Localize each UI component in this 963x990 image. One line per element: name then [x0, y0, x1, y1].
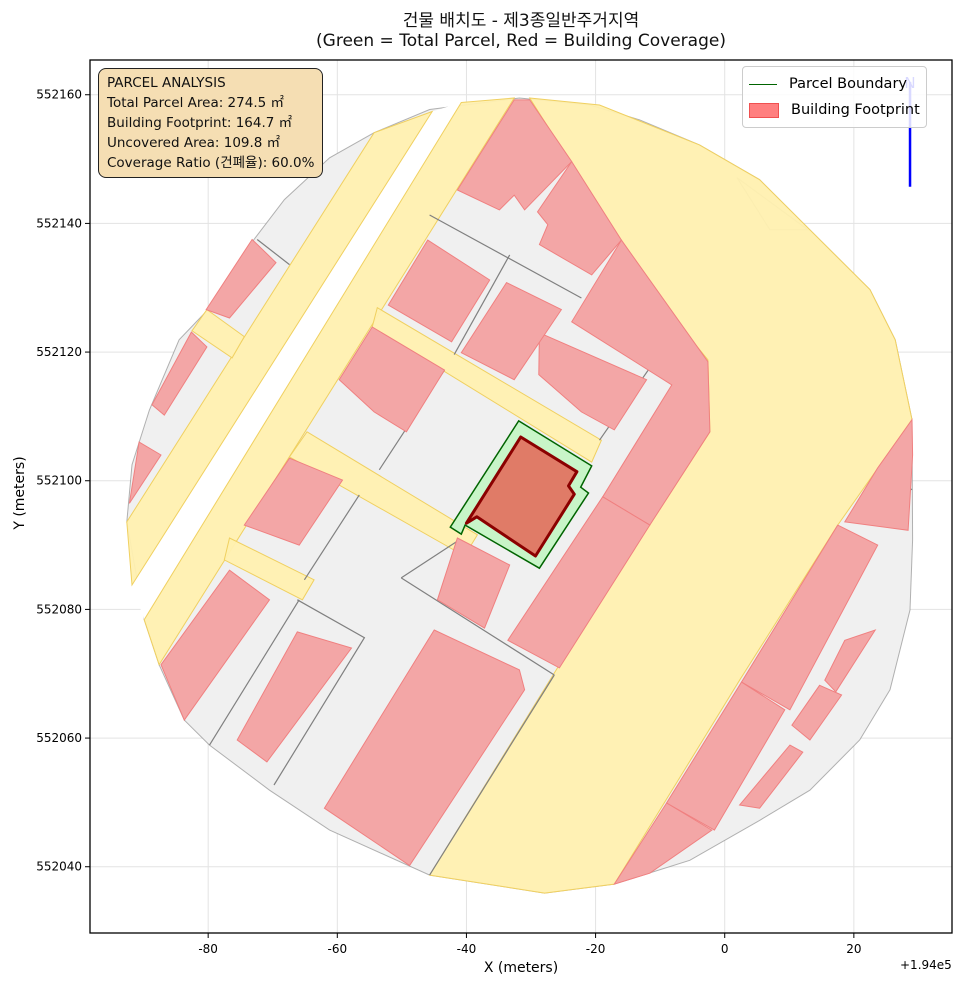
- building-footprint: [738, 744, 804, 809]
- building-footprint: [243, 457, 344, 546]
- legend-label: Building Footprint: [791, 102, 920, 118]
- parcel-analysis-box: PARCEL ANALYSIS Total Parcel Area: 274.5…: [98, 68, 324, 178]
- building-footprint: [460, 281, 563, 381]
- legend-label: Parcel Boundary: [789, 76, 907, 92]
- building-footprint: [338, 326, 446, 433]
- road-polygon: [223, 537, 315, 601]
- lot-boundary-line: [208, 599, 300, 746]
- x-tick-label: -20: [586, 942, 606, 956]
- y-tick-label: 552060: [36, 731, 82, 745]
- info-coverage-ratio: Coverage Ratio (건폐율): 60.0%: [107, 155, 315, 171]
- lot-boundary-line: [400, 539, 460, 579]
- info-uncovered-area: Uncovered Area: 109.8 ㎡: [107, 135, 281, 151]
- road-polygon: [371, 306, 603, 463]
- y-tick-label: 552040: [36, 860, 82, 874]
- building-footprint: [205, 238, 277, 319]
- y-tick-label: 552160: [36, 88, 82, 102]
- y-axis-label: Y (meters): [12, 456, 28, 530]
- road-gap: [132, 102, 462, 620]
- legend-patch-swatch: [749, 102, 779, 118]
- x-tick-label: -60: [327, 942, 347, 956]
- building-footprint: [665, 681, 786, 831]
- x-axis-offset: +1.94e5: [900, 958, 952, 972]
- y-tick-label: 552080: [36, 602, 82, 616]
- lot-boundary-line: [400, 577, 555, 676]
- x-tick-label: -40: [457, 942, 477, 956]
- info-heading: PARCEL ANALYSIS: [107, 75, 226, 91]
- lot-boundary-line: [256, 239, 290, 266]
- building-footprint: [843, 418, 914, 531]
- x-axis-label: X (meters): [483, 960, 559, 976]
- legend-line-swatch: [749, 83, 777, 85]
- chart-title: 건물 배치도 - 제3종일반주거지역: [402, 11, 640, 31]
- building-footprint: [436, 537, 511, 629]
- building-footprint: [387, 239, 491, 343]
- y-tick-label: 552100: [36, 474, 82, 488]
- building-footprint: [151, 331, 208, 416]
- lot-boundary-line: [273, 599, 366, 786]
- building-footprint: [128, 441, 162, 504]
- y-tick-label: 552120: [36, 345, 82, 359]
- road-polygon: [126, 110, 434, 587]
- road-polygon: [143, 97, 516, 666]
- building-footprint: [160, 569, 271, 722]
- building-footprint: [538, 332, 648, 431]
- legend: Parcel Boundary Building Footprint: [742, 66, 927, 128]
- lot-boundary-line: [453, 254, 511, 355]
- target-building-footprint: [464, 435, 579, 558]
- chart-subtitle: (Green = Total Parcel, Red = Building Co…: [316, 31, 726, 51]
- lot-boundary-line: [429, 214, 582, 299]
- x-tick-label: 0: [721, 942, 729, 956]
- x-tick-label: -80: [198, 942, 218, 956]
- x-tick-label: 20: [846, 942, 861, 956]
- building-footprint: [824, 629, 877, 693]
- plot-frame: [89, 59, 953, 934]
- legend-parcel-boundary: Parcel Boundary: [749, 71, 920, 97]
- info-total-area: Total Parcel Area: 274.5 ㎡: [107, 95, 284, 111]
- legend-building-footprint: Building Footprint: [749, 97, 920, 123]
- building-footprint: [323, 629, 526, 867]
- building-footprint: [791, 684, 843, 741]
- building-footprint: [456, 99, 573, 211]
- building-footprint: [740, 524, 879, 711]
- lot-boundary-line: [429, 674, 555, 876]
- road-polygon: [191, 308, 245, 359]
- info-building-footprint: Building Footprint: 164.7 ㎡: [107, 115, 293, 131]
- road-polygon: [428, 97, 913, 894]
- building-footprint: [613, 802, 713, 885]
- building-footprint: [507, 496, 651, 669]
- lot-boundary-line: [303, 494, 360, 581]
- y-tick-label: 552140: [36, 216, 82, 230]
- building-footprint: [236, 631, 353, 763]
